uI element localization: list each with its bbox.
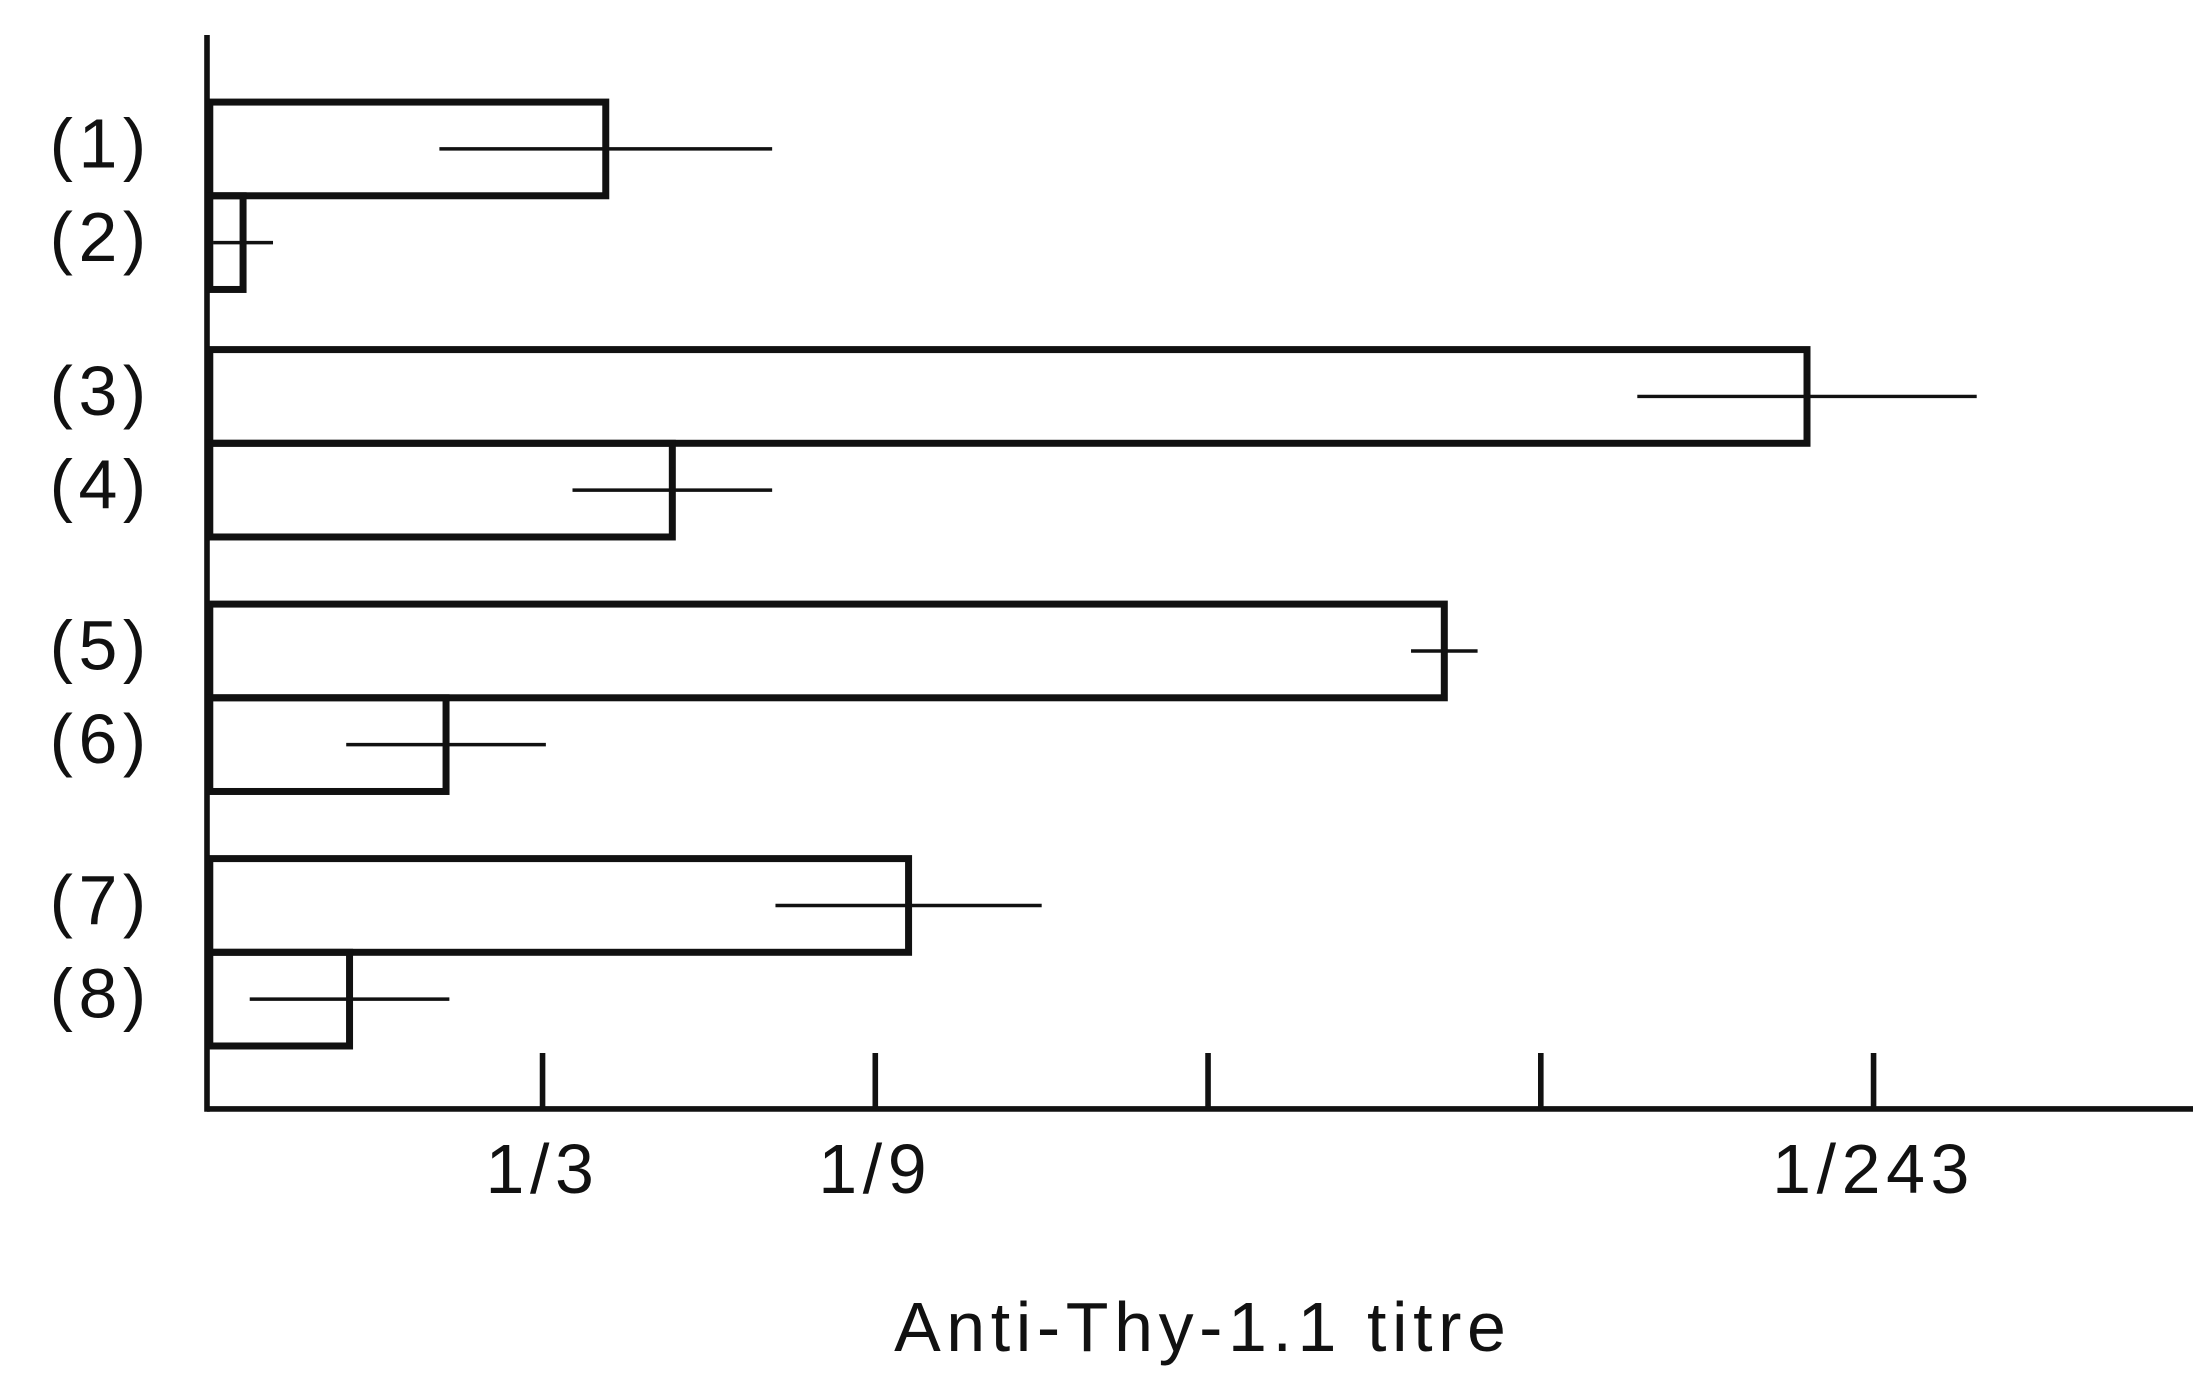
x-tick-label: 1/9 (818, 1130, 932, 1208)
y-tick-label: (2) (50, 198, 152, 276)
x-tick-label: 1/3 (486, 1130, 600, 1208)
bar (206, 600, 1448, 702)
y-tick-label: (5) (50, 606, 152, 684)
x-axis-label: Anti-Thy-1.1 titre (894, 1288, 1511, 1366)
y-tick-label: (3) (50, 352, 152, 430)
y-tick-label: (1) (50, 104, 152, 182)
y-tick-label: (8) (50, 955, 152, 1033)
y-tick-label: (4) (50, 446, 152, 524)
y-tick-label: (7) (50, 861, 152, 939)
bar (206, 346, 1811, 447)
y-tick-label: (6) (50, 700, 152, 778)
x-tick-label: 1/243 (1772, 1130, 1975, 1208)
